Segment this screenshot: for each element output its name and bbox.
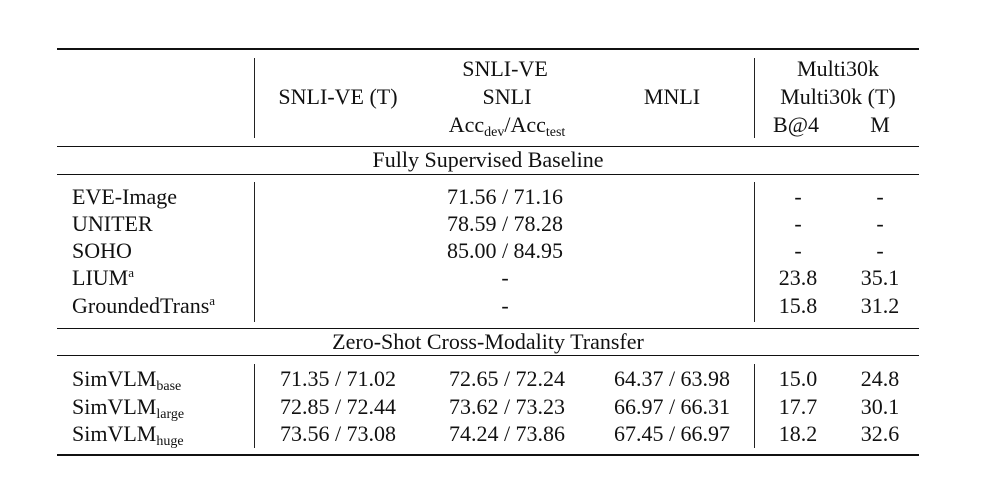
- model-size: large: [156, 407, 185, 422]
- section-rule-1: [57, 174, 919, 175]
- header-acc-metric: Accdev/Acctest: [448, 112, 566, 140]
- b4-score: -: [794, 211, 802, 236]
- mnli-score: 67.45 / 66.97: [613, 421, 731, 446]
- b4-score: 17.7: [778, 394, 818, 419]
- m-score: -: [876, 184, 884, 209]
- header-mnli: MNLI: [643, 84, 701, 109]
- b4-score: -: [794, 238, 802, 263]
- snli-score: 73.62 / 73.23: [448, 394, 566, 419]
- snli-score: 85.00 / 84.95: [446, 238, 564, 263]
- mid-rule: [57, 328, 919, 329]
- snli-score: -: [501, 293, 509, 318]
- model-size: base: [156, 379, 182, 394]
- header-vline-left: [254, 58, 255, 138]
- section-rule-2: [57, 355, 919, 356]
- b4-score: -: [794, 184, 802, 209]
- header-b4: B@4: [773, 112, 819, 137]
- snli-score: -: [501, 265, 509, 290]
- header-rule: [57, 146, 919, 147]
- header-snlive-t: SNLI-VE (T): [278, 84, 398, 109]
- m-score: -: [876, 211, 884, 236]
- header-multi30k: Multi30k: [797, 56, 879, 81]
- m-score: 32.6: [860, 421, 900, 446]
- model-name: SimVLMhuge: [72, 421, 184, 449]
- sup-vline-right: [754, 182, 755, 322]
- model-name: SimVLMbase: [72, 366, 182, 394]
- zs-vline-right: [754, 364, 755, 448]
- b4-score: 23.8: [778, 265, 818, 290]
- zs-vline-left: [254, 364, 255, 448]
- m-score: 24.8: [860, 366, 900, 391]
- b4-score: 15.0: [778, 366, 818, 391]
- b4-score: 18.2: [778, 421, 818, 446]
- bottom-rule: [57, 454, 919, 456]
- model-name: UNITER: [72, 211, 153, 236]
- b4-score: 15.8: [778, 293, 818, 318]
- snli-score: 78.59 / 78.28: [446, 211, 564, 236]
- header-vline-right: [754, 58, 755, 138]
- header-multi30k-t: Multi30k (T): [780, 84, 896, 109]
- header-m: M: [870, 112, 890, 137]
- model-name: LIUMa: [72, 265, 134, 290]
- snli-score: 72.65 / 72.24: [448, 366, 566, 391]
- model-name: GroundedTransa: [72, 293, 216, 318]
- model-name: SimVLMlarge: [72, 394, 185, 422]
- mnli-score: 64.37 / 63.98: [613, 366, 731, 391]
- section-title-zeroshot: Zero-Shot Cross-Modality Transfer: [332, 329, 644, 354]
- header-group-snlive: SNLI-VE: [462, 56, 548, 81]
- snlive-t-score: 72.85 / 72.44: [279, 394, 397, 419]
- footnote-marker: a: [128, 265, 134, 280]
- m-score: 31.2: [860, 293, 900, 318]
- m-score: 30.1: [860, 394, 900, 419]
- section-title-supervised: Fully Supervised Baseline: [372, 147, 604, 172]
- snli-score: 71.56 / 71.16: [446, 184, 564, 209]
- model-name: SOHO: [72, 238, 132, 263]
- header-snli: SNLI: [482, 84, 532, 109]
- m-score: 35.1: [860, 265, 900, 290]
- snlive-t-score: 71.35 / 71.02: [279, 366, 397, 391]
- snlive-t-score: 73.56 / 73.08: [279, 421, 397, 446]
- model-name: EVE-Image: [72, 184, 178, 209]
- sup-vline-left: [254, 182, 255, 322]
- model-size: huge: [156, 434, 184, 449]
- top-rule: [57, 48, 919, 50]
- footnote-marker: a: [209, 293, 216, 308]
- m-score: -: [876, 238, 884, 263]
- snli-score: 74.24 / 73.86: [448, 421, 566, 446]
- mnli-score: 66.97 / 66.31: [613, 394, 731, 419]
